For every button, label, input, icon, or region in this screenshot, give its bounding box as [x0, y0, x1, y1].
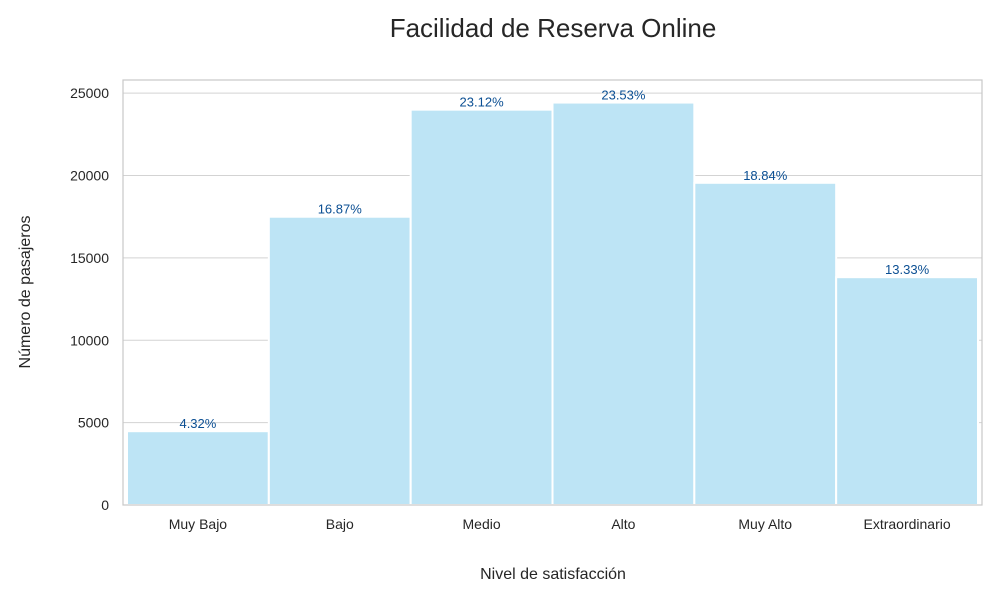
data-label: 13.33%: [885, 262, 930, 277]
bars: [126, 101, 980, 507]
x-tick-label: Alto: [611, 516, 635, 532]
x-axis-label: Nivel de satisfacción: [480, 566, 626, 583]
bar: [267, 215, 412, 507]
data-label: 16.87%: [318, 202, 363, 217]
y-tick-label: 0: [101, 497, 109, 513]
data-label: 4.32%: [179, 416, 216, 431]
bar: [409, 108, 554, 507]
chart-title: Facilidad de Reserva Online: [390, 13, 717, 43]
data-label: 23.53%: [601, 88, 646, 103]
bar: [126, 430, 270, 506]
bar: [835, 276, 980, 506]
data-labels: 4.32% 16.87% 23.12% 23.53% 18.84% 13.33%: [179, 88, 929, 432]
x-tick-label: Muy Alto: [738, 516, 792, 532]
y-tick-label: 20000: [70, 168, 109, 184]
bar: [693, 181, 838, 506]
data-label: 18.84%: [743, 168, 788, 183]
x-tick-label: Extraordinario: [864, 516, 951, 532]
y-axis-label: Número de pasajeros: [17, 216, 34, 369]
y-tick-label: 25000: [70, 85, 109, 101]
y-tick-label: 15000: [70, 250, 109, 266]
data-label: 23.12%: [460, 95, 505, 110]
x-axis-ticks: Muy Bajo Bajo Medio Alto Muy Alto Extraordina…: [169, 516, 951, 532]
x-tick-label: Muy Bajo: [169, 516, 228, 532]
bar: [551, 101, 696, 506]
y-tick-label: 10000: [70, 332, 109, 348]
y-tick-label: 5000: [78, 415, 109, 431]
x-tick-label: Bajo: [326, 516, 354, 532]
y-axis-ticks: 0 5000 10000 15000 20000 25000: [70, 85, 109, 513]
plot-frame: [122, 79, 983, 506]
x-tick-label: Medio: [463, 516, 501, 532]
